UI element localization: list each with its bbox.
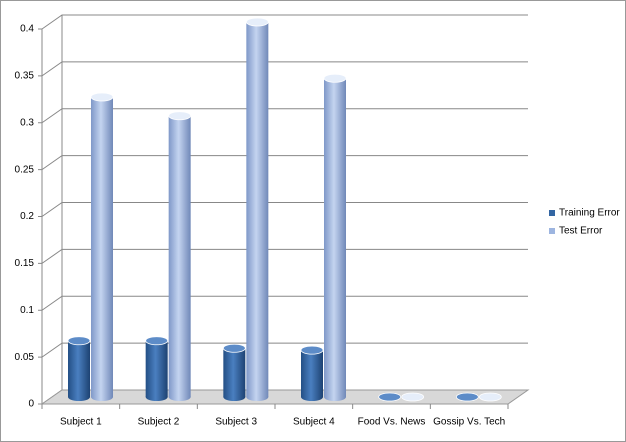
legend-label: Training Error (559, 208, 620, 219)
legend-swatch (549, 228, 555, 234)
bar (168, 111, 192, 401)
grid-line (41, 248, 528, 264)
y-tick-label: 0 (28, 399, 34, 410)
bar-top (455, 392, 479, 402)
grid-line (41, 342, 528, 358)
bar (245, 17, 269, 401)
bar-top (145, 336, 169, 346)
x-tick-label: Subject 4 (293, 417, 335, 428)
grid-line (41, 14, 528, 30)
floor (40, 389, 530, 405)
legend-label: Test Error (559, 226, 603, 237)
bar (401, 392, 425, 402)
y-tick-label: 0.3 (20, 117, 34, 128)
bar-body (145, 340, 168, 397)
bar-top (245, 17, 269, 27)
grid-line (41, 202, 528, 217)
y-tick-label: 0.25 (15, 164, 35, 175)
bar-body (68, 340, 90, 397)
grid-line (41, 155, 528, 171)
bar-top (378, 392, 402, 402)
x-tick-label: Gossip Vs. Tech (433, 417, 505, 428)
x-tick-label: Subject 3 (215, 417, 257, 428)
bar-top (323, 73, 347, 83)
bar-top (90, 92, 114, 102)
bar-top (300, 345, 324, 355)
bar-body (168, 115, 191, 397)
bar (222, 343, 246, 401)
legend-swatch (549, 210, 555, 216)
y-tick-label: 0.15 (15, 258, 35, 269)
bar-body (246, 22, 269, 397)
y-tick-label: 0.4 (20, 24, 34, 35)
bar (478, 392, 502, 402)
bar-top (401, 392, 425, 402)
bar-body (324, 78, 346, 397)
y-tick-label: 0.2 (20, 211, 34, 222)
y-tick-label: 0.05 (15, 352, 35, 363)
bar-body (223, 348, 246, 397)
bar (300, 345, 324, 401)
bar (145, 336, 169, 401)
y-tick-label: 0.1 (20, 305, 34, 316)
grid-line (41, 61, 528, 77)
grid-line (41, 295, 528, 311)
bar-body (301, 350, 323, 397)
bar (378, 392, 402, 402)
bar (455, 392, 479, 402)
x-tick-label: Subject 2 (138, 417, 180, 428)
x-tick-label: Subject 1 (60, 417, 102, 428)
bar-top (67, 336, 91, 346)
grid-line (41, 108, 528, 124)
bar (67, 336, 91, 401)
bar (323, 73, 347, 401)
bar (90, 92, 114, 401)
x-tick-label: Food Vs. News (358, 417, 426, 428)
bar-top (222, 343, 246, 353)
bar-top (168, 111, 192, 121)
y-tick-label: 0.35 (15, 71, 35, 82)
bar-body (91, 97, 113, 397)
bar-top (478, 392, 502, 402)
